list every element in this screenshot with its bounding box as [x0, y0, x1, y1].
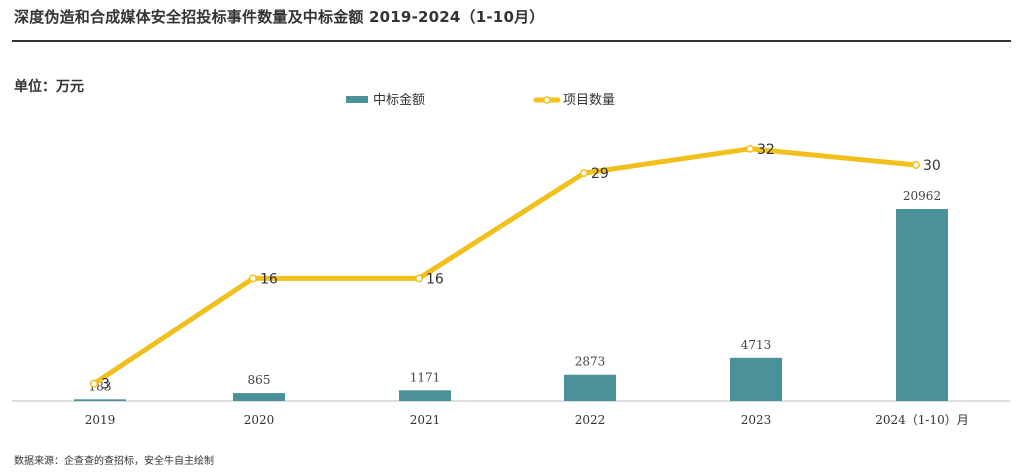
line-series-project-count — [91, 146, 919, 387]
line-value-label-2020: 16 — [260, 271, 278, 287]
bar-value-label-2024（1-10）月: 20962 — [903, 189, 941, 203]
source-note: 数据来源：企查查的查招标，安全牛自主绘制 — [14, 456, 214, 467]
line-value-label-2021: 16 — [426, 271, 444, 287]
bar-2019 — [74, 399, 126, 401]
bar-value-label-2020: 865 — [248, 373, 271, 387]
legend-label-bar: 中标金额 — [373, 92, 425, 108]
x-tick-label-5: 2024（1-10）月 — [875, 413, 969, 427]
bar-2022 — [564, 374, 616, 401]
bar-value-label-2021: 1171 — [410, 370, 441, 384]
line-value-label-2024（1-10）月: 30 — [923, 158, 941, 174]
line-point-2022 — [580, 169, 588, 178]
title-divider — [12, 40, 1011, 42]
bar-value-label-2023: 4713 — [741, 338, 772, 352]
unit-label: 单位：万元 — [14, 79, 84, 95]
bar-value-label-2022: 2873 — [575, 355, 606, 369]
legend-swatch-line-marker — [543, 96, 551, 104]
line-point-2024（1-10）月 — [912, 161, 920, 169]
chart-title: 深度伪造和合成媒体安全招投标事件数量及中标金额 2019-2024（1-10月） — [14, 8, 545, 26]
line-value-label-2023: 32 — [757, 142, 775, 158]
line-point-2023 — [746, 144, 754, 153]
line-point-2020 — [249, 274, 257, 283]
line-value-label-2019: 3 — [101, 377, 110, 393]
x-tick-label-4: 2023 — [741, 413, 772, 427]
bar-2023 — [730, 357, 782, 401]
bar-2020 — [233, 393, 285, 401]
bar-2021 — [399, 390, 451, 401]
x-tick-label-1: 2020 — [244, 413, 275, 427]
x-tick-label-2: 2021 — [410, 413, 441, 427]
legend-swatch-bar — [346, 96, 368, 103]
legend-label-line: 项目数量 — [563, 93, 615, 108]
x-tick-label-3: 2022 — [575, 413, 606, 427]
line-point-2021 — [415, 274, 423, 283]
x-tick-label-0: 2019 — [85, 413, 116, 427]
line-point-2019 — [90, 379, 98, 388]
line-value-label-2022: 29 — [591, 166, 609, 182]
bar-2024（1-10）月 — [896, 209, 948, 401]
